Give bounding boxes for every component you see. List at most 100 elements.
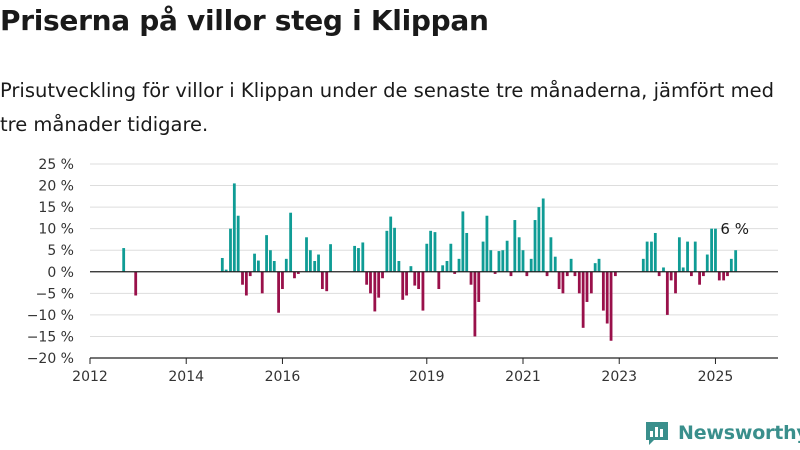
bar xyxy=(553,256,557,272)
bar xyxy=(369,271,372,294)
chart-title: Priserna på villor steg i Klippan xyxy=(0,4,489,37)
bar xyxy=(698,271,701,285)
bar xyxy=(581,271,585,328)
bar xyxy=(244,271,248,296)
bar xyxy=(565,271,569,277)
bar xyxy=(256,260,260,272)
bar xyxy=(509,271,513,277)
bar xyxy=(722,271,726,281)
brand-name: Newsworthy xyxy=(678,422,800,444)
bar xyxy=(353,245,357,272)
bar xyxy=(589,271,593,294)
bar xyxy=(577,271,581,294)
y-tick-label: 25 % xyxy=(38,157,74,173)
bar xyxy=(549,237,553,272)
x-tick-label: 2021 xyxy=(505,369,541,385)
bar xyxy=(541,198,545,272)
bar xyxy=(662,267,665,272)
bar xyxy=(465,232,469,272)
bar xyxy=(641,258,645,272)
bar xyxy=(609,271,613,341)
bar xyxy=(597,258,601,272)
bar xyxy=(445,261,449,272)
bar xyxy=(481,241,485,272)
bar xyxy=(413,271,417,286)
bar xyxy=(657,271,661,277)
bar xyxy=(425,243,429,272)
bar xyxy=(248,271,252,277)
bar xyxy=(533,220,537,272)
bar xyxy=(601,271,605,311)
bar xyxy=(236,215,240,272)
bar xyxy=(284,258,288,272)
bar xyxy=(517,237,521,272)
bar xyxy=(320,271,324,290)
bar xyxy=(421,271,425,311)
x-tick-label: 2012 xyxy=(72,369,108,385)
x-tick-label: 2016 xyxy=(265,369,301,385)
bar xyxy=(681,267,685,272)
brand-logo: Newsworthy xyxy=(644,420,800,446)
bar xyxy=(705,254,709,272)
bar xyxy=(308,250,312,272)
x-tick-label: 2023 xyxy=(601,369,637,385)
y-tick-label: −5 % xyxy=(36,286,74,302)
bar xyxy=(220,257,224,272)
x-tick-label: 2014 xyxy=(168,369,204,385)
bar xyxy=(677,237,681,272)
bar xyxy=(457,258,461,272)
bar xyxy=(429,230,433,272)
bar xyxy=(269,250,272,272)
bar xyxy=(613,271,617,277)
bar xyxy=(293,271,296,279)
y-tick-label: −20 % xyxy=(27,351,74,367)
bar xyxy=(277,271,280,313)
bar xyxy=(521,250,525,272)
bar xyxy=(585,271,589,302)
bar xyxy=(134,271,138,296)
bar-chart: 25 % 20 % 15 % 10 % 5 % 0 % −5 % −10 % −15 % −20 … xyxy=(27,157,778,385)
bar xyxy=(253,253,256,272)
bar xyxy=(449,243,453,272)
y-tick-label: 0 % xyxy=(47,265,74,281)
bar xyxy=(505,240,509,272)
bar xyxy=(232,183,236,272)
bar xyxy=(477,271,481,302)
bar xyxy=(265,235,268,272)
bar xyxy=(650,241,653,272)
bar xyxy=(289,212,293,272)
y-tick-label: 15 % xyxy=(38,200,74,216)
bar xyxy=(593,263,597,272)
bar xyxy=(497,251,501,272)
bar xyxy=(433,232,437,272)
y-tick-label: 20 % xyxy=(38,179,74,195)
bar xyxy=(122,248,126,272)
bar xyxy=(401,271,405,300)
bar xyxy=(453,271,457,274)
bar xyxy=(437,271,441,290)
y-tick-label: −15 % xyxy=(27,329,74,345)
bar xyxy=(717,271,721,281)
bar xyxy=(389,216,393,272)
last-value-annotation: 6 % xyxy=(720,220,749,238)
bar xyxy=(573,271,577,277)
bar xyxy=(281,271,284,290)
bar xyxy=(373,271,377,312)
bar xyxy=(417,271,421,290)
bar xyxy=(485,215,489,272)
bar xyxy=(669,271,673,281)
bar xyxy=(393,227,396,272)
bar xyxy=(365,271,369,285)
bar xyxy=(665,271,669,315)
bar xyxy=(489,250,493,272)
bar xyxy=(702,271,705,277)
bar xyxy=(689,271,693,277)
bar xyxy=(653,232,657,272)
bar xyxy=(381,271,384,279)
bar xyxy=(537,207,541,272)
x-tick-label: 2019 xyxy=(409,369,445,385)
bar xyxy=(529,258,533,272)
bar xyxy=(397,261,401,272)
bar xyxy=(405,271,408,296)
bar xyxy=(734,250,738,272)
